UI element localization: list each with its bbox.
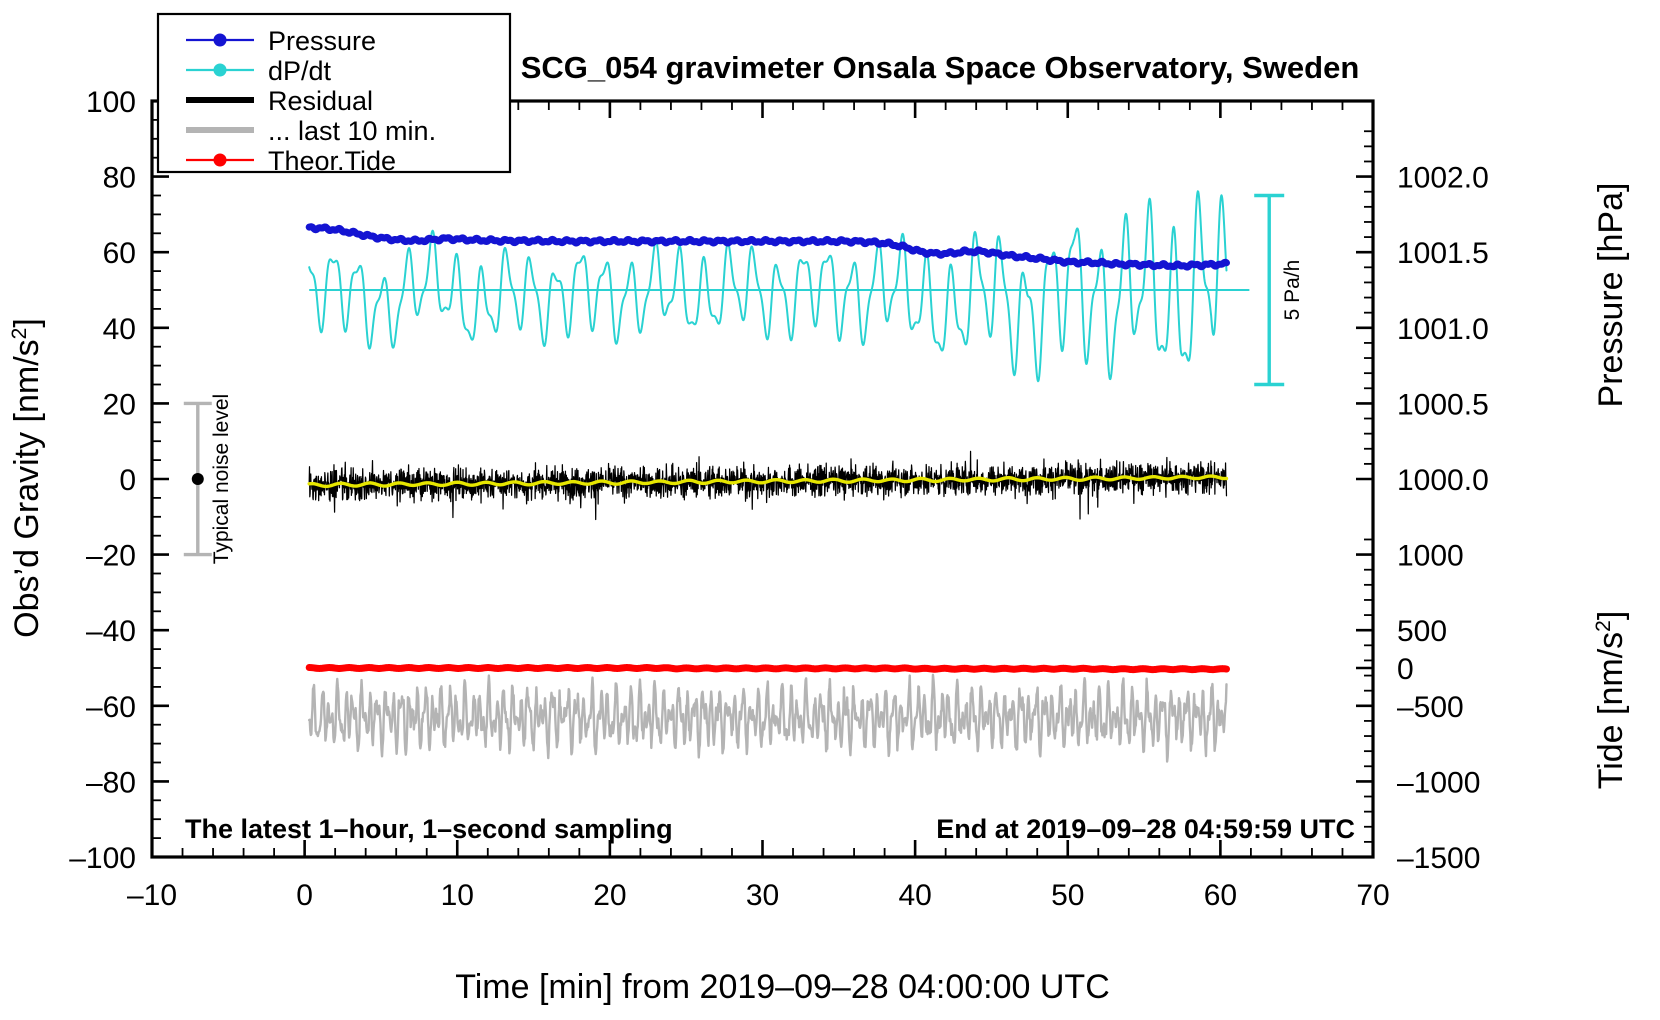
y-left-tick-label: –100 <box>69 842 136 875</box>
x-tick-label: 70 <box>1356 879 1389 912</box>
theor-tide-trace <box>305 664 1230 674</box>
annotation-bottom-right: End at 2019–09–28 04:59:59 UTC <box>936 814 1355 844</box>
y-left-tick-label: –20 <box>86 540 136 573</box>
y-right-pressure-tick-label: 1001.5 <box>1397 237 1489 270</box>
legend-label-4: ... last 10 min. <box>268 116 436 146</box>
noise-bar-center-dot <box>191 473 204 485</box>
scalebar-label: 5 Pa/h <box>1281 260 1304 321</box>
pressure-trace <box>305 223 1230 271</box>
residual-smooth-trace <box>307 474 1229 489</box>
legend-marker-1 <box>213 33 227 47</box>
legend-label-2: dP/dt <box>268 56 332 86</box>
noise-level-label: Typical noise level <box>210 394 233 564</box>
y-left-tick-label: 40 <box>103 313 136 346</box>
data-traces-group <box>305 190 1250 763</box>
y-right-pressure-tick-label: 1001.0 <box>1397 313 1489 346</box>
legend-marker-5 <box>213 153 227 167</box>
legend-label-3: Residual <box>268 86 373 116</box>
y-right-tide-tick-label: –1000 <box>1397 766 1480 799</box>
x-tick-label: 0 <box>296 879 313 912</box>
y-left-axis-title: Obs’d Gravity [nm/s2] <box>8 318 46 638</box>
dpdt-trace <box>308 190 1228 383</box>
y-right-pressure-tick-label: 1002.0 <box>1397 162 1489 195</box>
x-tick-label: 60 <box>1204 879 1237 912</box>
y-right-tide-tick-label: 0 <box>1397 653 1414 686</box>
y-left-tick-label: –60 <box>86 691 136 724</box>
x-tick-label: 50 <box>1051 879 1084 912</box>
y-right-pressure-tick-label: 1000.0 <box>1397 464 1489 497</box>
y-right-pressure-tick-label: 1000.5 <box>1397 388 1489 421</box>
x-tick-label: 20 <box>593 879 626 912</box>
axis-ticks-group <box>150 99 1375 859</box>
y-left-tick-label: 20 <box>103 388 136 421</box>
y-left-tick-label: 80 <box>103 162 136 195</box>
x-tick-label: –10 <box>127 879 177 912</box>
y-right-tide-tick-label: 1000 <box>1397 540 1464 573</box>
annotation-bottom-left: The latest 1–hour, 1–second sampling <box>185 814 673 844</box>
page-title: SCG_054 gravimeter Onsala Space Observat… <box>521 50 1360 85</box>
legend-label-1: Pressure <box>268 26 376 56</box>
y-right-tide-tick-label: –500 <box>1397 691 1464 724</box>
axis-labels-group: –10 0 10 20 30 40 50 60 70100806040200–20–40–60–… <box>8 86 1630 1006</box>
y-left-tick-label: –40 <box>86 615 136 648</box>
legend-marker-2 <box>213 63 227 77</box>
last10min-trace <box>308 673 1228 763</box>
y-right-pressure-axis-title: Pressure [hPa] <box>1592 183 1630 408</box>
x-axis-title: Time [min] from 2019–09–28 04:00:00 UTC <box>455 968 1110 1006</box>
y-right-tide-tick-label: –1500 <box>1397 842 1480 875</box>
x-tick-label: 30 <box>746 879 779 912</box>
x-tick-label: 40 <box>898 879 931 912</box>
y-left-tick-label: 60 <box>103 237 136 270</box>
y-right-tide-tick-label: 500 <box>1397 615 1447 648</box>
y-left-tick-label: 0 <box>119 464 136 497</box>
legend-label-5: Theor.Tide <box>268 146 396 176</box>
y-left-tick-label: –80 <box>86 766 136 799</box>
x-tick-label: 10 <box>441 879 474 912</box>
y-left-tick-label: 100 <box>86 86 136 119</box>
extras-group: Typical noise level 5 Pa/h <box>183 193 1304 564</box>
y-right-tide-axis-title: Tide [nm/s2] <box>1592 611 1630 790</box>
